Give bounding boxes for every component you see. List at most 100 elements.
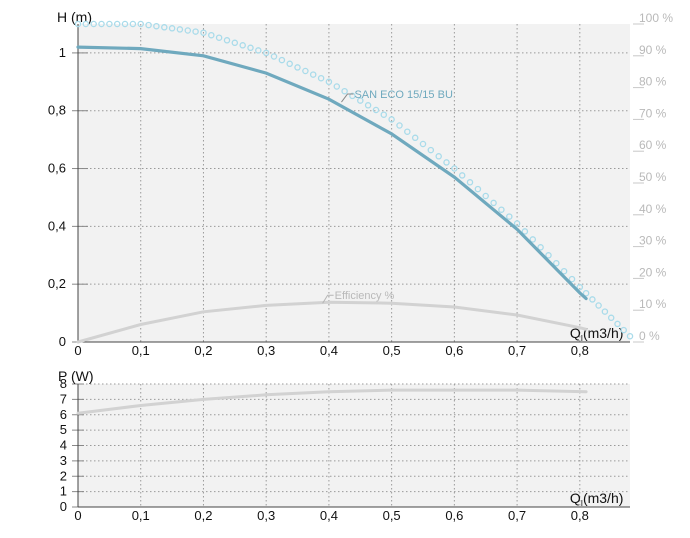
- dotted-curve-point: [239, 42, 246, 49]
- dotted-curve-point: [595, 302, 602, 309]
- dotted-curve-point: [262, 49, 270, 57]
- bottom-x-tick-label: 0: [74, 508, 81, 523]
- bottom-y-tick-label: 7: [60, 391, 67, 406]
- dotted-curve-point: [74, 20, 82, 28]
- dotted-curve-point: [98, 20, 105, 28]
- dotted-curve-point: [168, 25, 176, 32]
- top-y2-tick-label: 20 %: [639, 265, 667, 279]
- dotted-curve-point: [153, 22, 160, 30]
- top-x-tick-label: 0,3: [257, 343, 275, 358]
- dotted-curve-point: [419, 140, 427, 148]
- dotted-curve-point: [553, 259, 560, 267]
- top-y2-tick-label: 40 %: [639, 202, 667, 216]
- dotted-curve-point: [537, 244, 544, 251]
- dotted-curve-point: [607, 314, 615, 322]
- dotted-curve-point: [380, 111, 388, 118]
- dotted-curve-point: [215, 34, 223, 41]
- bottom-y-tick-label: 6: [60, 407, 67, 422]
- dotted-curve-point: [521, 228, 529, 235]
- top-y2-tick-label: 30 %: [639, 234, 667, 248]
- dotted-curve-point: [247, 44, 254, 52]
- dotted-curve-point: [513, 220, 521, 227]
- dotted-curve-point: [404, 128, 411, 135]
- dotted-curve-point: [341, 87, 348, 95]
- dotted-curve-point: [589, 296, 596, 303]
- top-y2-tick-label: 70 %: [639, 106, 667, 120]
- dotted-curve-point: [498, 206, 505, 213]
- dotted-curve-point: [601, 308, 609, 315]
- bottom-x-tick-label: 0,3: [257, 508, 275, 523]
- dotted-curve-point: [255, 47, 262, 54]
- top-y2-tick-label: 10 %: [639, 297, 667, 311]
- bottom-y-tick-label: 1: [60, 484, 67, 499]
- top-y2-tick-label: 90 %: [639, 43, 667, 57]
- efficiency-curve: [76, 300, 588, 344]
- bottom-y-tick-label: 4: [60, 438, 67, 453]
- dotted-curve-point: [568, 275, 576, 283]
- top-y-axis-title: H (m): [57, 9, 92, 25]
- bottom-x-tick-label: 0,6: [445, 508, 463, 523]
- dotted-curve-point: [506, 213, 513, 220]
- bottom-x-tick-label: 0,4: [320, 508, 338, 523]
- dotted-curve-point: [231, 39, 239, 47]
- top-y-tick-label: 0,8: [48, 103, 66, 118]
- head-curve-label: SAN ECO 15/15 BU: [354, 89, 452, 101]
- dotted-curve-point: [90, 20, 97, 28]
- dotted-curve-point: [302, 67, 309, 75]
- dotted-curve-point: [325, 78, 333, 86]
- bottom-x-tick-label: 0,5: [383, 508, 401, 523]
- bottom-y-tick-label: 8: [60, 376, 67, 391]
- dotted-curve-point: [364, 102, 372, 109]
- dotted-curve-point: [443, 159, 450, 166]
- top-x-tick-label: 0: [74, 343, 81, 358]
- power-curve: [76, 388, 588, 415]
- top-y2-tick-label: 50 %: [639, 170, 667, 184]
- dotted-curve-point: [317, 74, 325, 82]
- dotted-curve-point: [411, 134, 419, 142]
- dotted-curve-point: [137, 20, 144, 28]
- bottom-y-tick-label: 5: [60, 422, 67, 437]
- dotted-curve-point: [286, 60, 293, 68]
- dotted-curve-point: [435, 153, 442, 160]
- top-y-tick-label: 1: [59, 45, 66, 60]
- dotted-curve-point: [82, 20, 90, 28]
- dotted-curve-point: [184, 27, 192, 34]
- bottom-x-tick-label: 0,7: [508, 508, 526, 523]
- top-x-tick-label: 0,6: [445, 343, 463, 358]
- dotted-curve-point: [388, 116, 395, 123]
- bottom-y-tick-label: 2: [60, 468, 67, 483]
- bottom-y-tick-label: 0: [60, 499, 67, 514]
- dotted-curve-point: [474, 185, 482, 193]
- dotted-curve-point: [223, 37, 231, 44]
- dotted-curve-point: [200, 29, 207, 36]
- dotted-curve-point: [620, 326, 627, 334]
- bottom-x-tick-label: 0,1: [132, 508, 150, 523]
- dotted-curve-point: [161, 24, 168, 31]
- dotted-curve-point: [458, 172, 466, 179]
- top-x-tick-label: 0,8: [571, 343, 589, 358]
- dotted-curve-point: [451, 165, 458, 172]
- dotted-curve-point: [482, 192, 489, 200]
- top-x-tick-label: 0,2: [194, 343, 212, 358]
- dotted-curve-point: [270, 53, 278, 60]
- top-y2-tick-label: 60 %: [639, 138, 667, 152]
- dotted-curve-point: [560, 267, 568, 275]
- dotted-curve-point: [545, 252, 552, 259]
- dotted-curve-point: [372, 106, 380, 114]
- dotted-curve-point: [357, 97, 364, 104]
- dotted-curve-point: [176, 26, 184, 33]
- dotted-curve-point: [145, 21, 152, 29]
- bottom-x-axis-title: QI(m3/h): [570, 490, 624, 508]
- dotted-curve-point: [466, 179, 474, 186]
- dotted-curve-point: [113, 20, 121, 28]
- dotted-curve-point: [582, 289, 590, 297]
- bottom-x-tick-label: 0,2: [194, 508, 212, 523]
- dotted-curve-point: [490, 199, 497, 207]
- top-x-tick-label: 0,4: [320, 343, 338, 358]
- top-y2-tick-label: 100 %: [639, 11, 673, 25]
- dotted-curve-point: [106, 20, 113, 28]
- dotted-curve-point: [208, 31, 215, 39]
- dotted-curve-point: [309, 71, 317, 78]
